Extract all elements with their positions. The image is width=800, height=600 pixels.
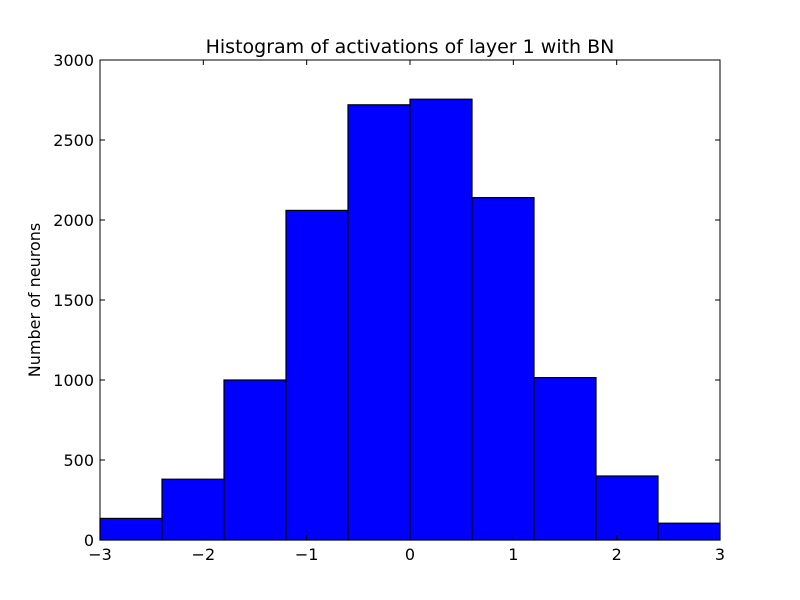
histogram-bar [286,210,348,540]
y-axis-label: Number of neurons [25,223,44,377]
y-tick-label: 500 [63,451,94,470]
y-tick-label: 3000 [53,51,94,70]
x-tick-label: −1 [295,545,319,564]
y-tick-label: 0 [84,531,94,550]
x-tick-label: 2 [612,545,622,564]
y-tick-label: 1500 [53,291,94,310]
chart-title: Histogram of activations of layer 1 with… [206,36,615,58]
histogram-bar [224,380,286,540]
x-tick-label: −2 [192,545,216,564]
y-tick-label: 2000 [53,211,94,230]
histogram-bar [162,479,224,540]
histogram-bar [534,378,596,540]
histogram-bar [596,476,658,540]
x-tick-label: 1 [508,545,518,564]
y-tick-label: 2500 [53,131,94,150]
histogram-bar [348,105,410,540]
histogram-bar [410,99,472,540]
histogram-bar [100,518,162,540]
x-tick-label: 3 [715,545,725,564]
histogram-bar [472,198,534,540]
histogram-bar [658,523,720,540]
x-tick-label: 0 [405,545,415,564]
y-tick-label: 1000 [53,371,94,390]
